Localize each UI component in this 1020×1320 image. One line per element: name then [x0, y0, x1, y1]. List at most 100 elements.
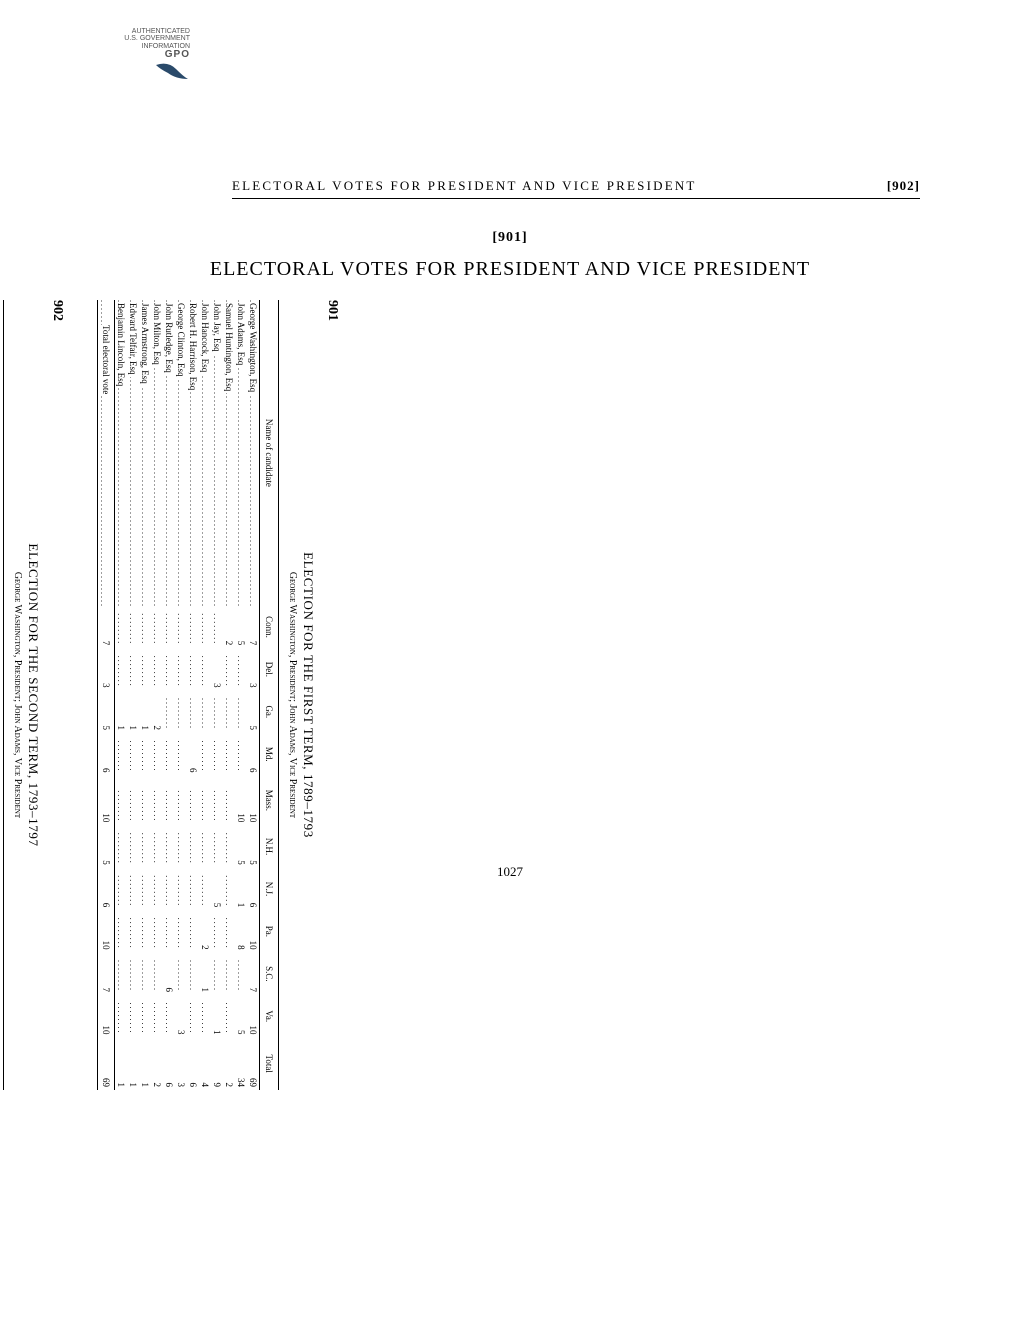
- rotated-content: 901 ELECTION FOR THE FIRST TERM, 1789–17…: [0, 300, 340, 1090]
- vote-cell: 3: [211, 648, 223, 690]
- vote-cell: 5: [247, 691, 260, 733]
- vote-cell: ........: [175, 733, 187, 775]
- vote-cell: ........: [151, 995, 163, 1037]
- vote-cell: ........: [223, 953, 235, 995]
- vote-cell: ........: [127, 606, 139, 648]
- vote-cell: 5: [235, 606, 247, 648]
- col-header-state: Ga.: [0, 597, 4, 630]
- col-header-state: Vt.: [0, 977, 4, 1010]
- vote-cell: ........: [199, 995, 211, 1037]
- vote-cell: ........: [187, 910, 199, 952]
- vote-cell: 1: [199, 953, 211, 995]
- vote-cell: ........: [199, 648, 211, 690]
- vote-cell: 1: [139, 1037, 151, 1090]
- vote-cell: ........: [127, 775, 139, 825]
- vote-cell: ........: [223, 910, 235, 952]
- vote-cell: ........: [175, 606, 187, 648]
- candidate-name: George Clinton, Esq: [175, 300, 187, 606]
- vote-cell: ........: [127, 825, 139, 867]
- vote-cell: ........: [223, 995, 235, 1037]
- vote-cell: 6: [187, 1037, 199, 1090]
- vote-cell: 6: [247, 733, 260, 775]
- vote-cell: 4: [199, 1037, 211, 1090]
- col-header-state: Total: [0, 1045, 4, 1090]
- candidate-name: Robert H. Harrison, Esq: [187, 300, 199, 606]
- vote-cell: 9: [211, 1037, 223, 1090]
- vote-cell: 3: [175, 995, 187, 1037]
- col-header-state: Va.: [0, 1010, 4, 1046]
- vote-cell: 1: [127, 691, 139, 733]
- col-header-state: Pa.: [0, 877, 4, 910]
- vote-cell: ........: [139, 606, 151, 648]
- total-cell: 5: [98, 825, 115, 867]
- col-header-name: Name of candidate: [0, 300, 4, 528]
- vote-cell: ........: [187, 775, 199, 825]
- vote-cell: ........: [187, 995, 199, 1037]
- vote-cell: ........: [211, 775, 223, 825]
- vote-cell: ........: [127, 995, 139, 1037]
- vote-cell: ........: [223, 648, 235, 690]
- vote-cell: ........: [151, 910, 163, 952]
- vote-cell: 5: [235, 825, 247, 867]
- candidate-name: Samuel Huntington, Esq: [223, 300, 235, 606]
- vote-cell: ........: [151, 825, 163, 867]
- vote-cell: ........: [175, 775, 187, 825]
- total-cell: 3: [98, 648, 115, 690]
- col-header-state: N.H.: [0, 737, 4, 773]
- vote-cell: 5: [235, 995, 247, 1037]
- vote-cell: ........: [187, 606, 199, 648]
- vote-cell: ........: [211, 953, 223, 995]
- vote-cell: ........: [211, 733, 223, 775]
- vote-cell: ........: [199, 691, 211, 733]
- vote-cell: ........: [199, 606, 211, 648]
- vote-cell: 10: [247, 775, 260, 825]
- vote-cell: ........: [163, 648, 175, 690]
- vote-cell: ........: [175, 691, 187, 733]
- running-head-section: [902]: [887, 178, 920, 194]
- table-row: Robert H. Harrison, Esq.................…: [187, 300, 199, 1090]
- seal-gpo: GPO: [80, 50, 190, 61]
- vote-cell: ........: [163, 775, 175, 825]
- col-header-state: R.I.: [0, 910, 4, 943]
- vote-cell: ........: [127, 910, 139, 952]
- seal-line: U.S. GOVERNMENT: [80, 35, 190, 42]
- table-title-901: ELECTION FOR THE FIRST TERM, 1789–1793: [300, 300, 316, 1090]
- vote-cell: ........: [115, 953, 128, 995]
- col-header-state: Mass.: [260, 775, 279, 825]
- candidate-name: John Adams, Esq: [235, 300, 247, 606]
- vote-cell: ........: [139, 910, 151, 952]
- vote-cell: ........: [139, 733, 151, 775]
- total-cell: 5: [98, 691, 115, 733]
- vote-cell: ........: [151, 733, 163, 775]
- vote-cell: ........: [211, 606, 223, 648]
- vote-cell: ........: [115, 733, 128, 775]
- vote-cell: ........: [115, 910, 128, 952]
- vote-cell: ........: [139, 953, 151, 995]
- table-row: George Clinton, Esq.....................…: [175, 300, 187, 1090]
- candidate-name: John Rutledge, Esq: [163, 300, 175, 606]
- table-row: John Milton, Esq................2.......…: [151, 300, 163, 1090]
- footer-page-number: 1027: [0, 864, 1020, 880]
- vote-cell: 10: [235, 775, 247, 825]
- table-row: George Washington, Esq735610561071069: [247, 300, 260, 1090]
- candidate-name: Edward Telfair, Esq: [127, 300, 139, 606]
- vote-cell: 7: [247, 953, 260, 995]
- col-header-state: Ga.: [260, 691, 279, 733]
- col-header-state: Mass.: [0, 697, 4, 737]
- vote-cell: 6: [163, 953, 175, 995]
- total-cell: 10: [98, 910, 115, 952]
- col-header-state: S.C.: [260, 953, 279, 995]
- table-row: John Hancock, Esq.......................…: [199, 300, 211, 1090]
- vote-cell: ........: [235, 953, 247, 995]
- vote-cell: ........: [151, 775, 163, 825]
- col-header-state: Md.: [260, 733, 279, 775]
- section-number-901: 901: [324, 300, 340, 1090]
- vote-cell: ........: [163, 691, 175, 733]
- table-row: Edward Telfair, Esq................ 1....…: [127, 300, 139, 1090]
- total-label: Total electoral vote: [98, 300, 115, 606]
- vote-cell: 1: [115, 691, 128, 733]
- vote-cell: ........: [199, 825, 211, 867]
- vote-cell: ........: [187, 648, 199, 690]
- col-header-state: N.H.: [260, 825, 279, 867]
- col-header-state: S.C.: [0, 943, 4, 976]
